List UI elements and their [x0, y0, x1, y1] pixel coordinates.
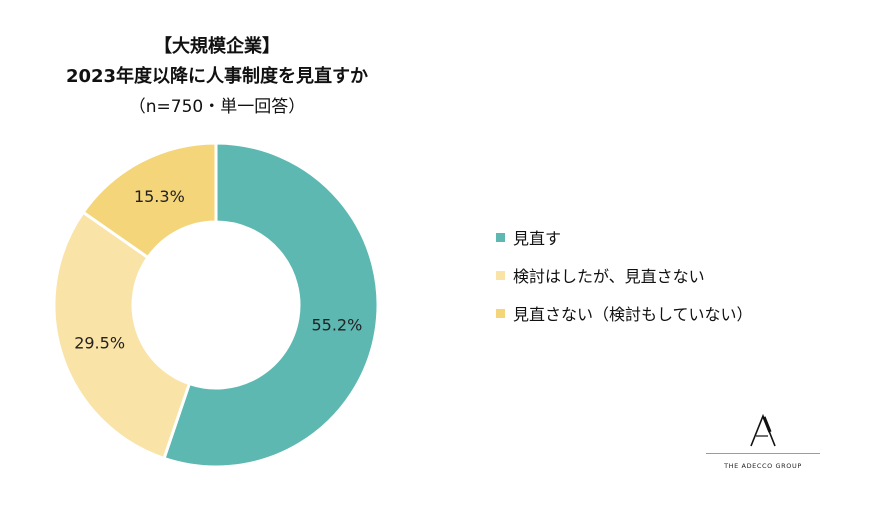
legend-label-revise: 見直す: [513, 229, 562, 248]
donut-slice-not-revise: [81, 141, 218, 260]
legend-item-revise: 見直す: [496, 218, 753, 256]
legend-label-not-revise: 見直さない（検討もしていない）: [513, 305, 753, 324]
data-label-revise: 55.2%: [311, 315, 362, 334]
legend-item-considered-not-revise: 検討はしたが、見直さない: [496, 256, 753, 294]
chart-subtitle: 2023年度以降に人事制度を見直すか: [65, 66, 369, 87]
donut-slice-considered-not-revise: [52, 210, 192, 461]
legend-swatch-not-revise: [496, 308, 505, 318]
data-label-considered-not-revise: 29.5%: [74, 334, 125, 353]
chart-title-block: 【大規模企業】 2023年度以降に人事制度を見直すか （n=750・単一回答）: [0, 32, 434, 122]
chart-title: 【大規模企業】: [154, 36, 280, 57]
logo-rule: [706, 453, 820, 454]
legend-item-not-revise: 見直さない（検討もしていない）: [496, 294, 753, 332]
legend-label-considered-not-revise: 検討はしたが、見直さない: [513, 267, 705, 286]
chart-sample-note: （n=750・単一回答）: [128, 97, 306, 117]
logo-text: THE ADECCO GROUP: [724, 462, 802, 470]
adecco-group-logo: THE ADECCO GROUP: [706, 414, 820, 474]
chart-legend: 見直す 検討はしたが、見直さない 見直さない（検討もしていない）: [496, 218, 753, 332]
legend-swatch-considered-not-revise: [496, 270, 505, 280]
donut-chart: 55.2% 29.5% 15.3%: [52, 141, 380, 469]
data-label-not-revise: 15.3%: [134, 187, 185, 206]
legend-swatch-revise: [496, 232, 505, 242]
donut-slice-revise: [162, 141, 380, 469]
adecco-logo-icon: [750, 414, 776, 447]
